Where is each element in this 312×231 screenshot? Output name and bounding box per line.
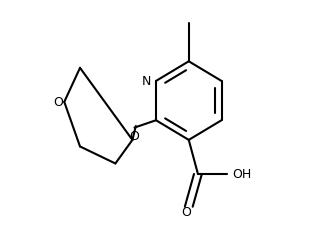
Text: O: O	[181, 205, 191, 218]
Text: O: O	[54, 96, 63, 109]
Text: OH: OH	[232, 168, 251, 181]
Text: N: N	[141, 75, 151, 88]
Text: O: O	[129, 129, 139, 142]
